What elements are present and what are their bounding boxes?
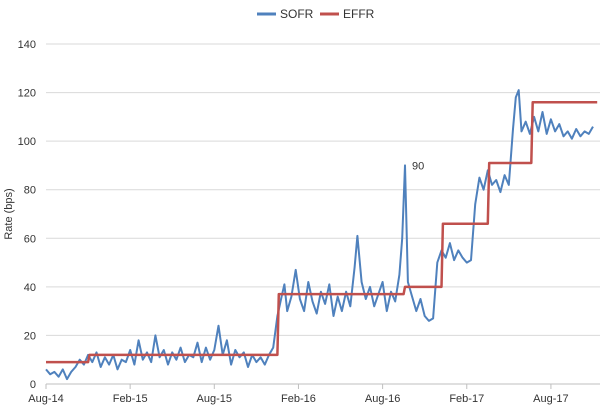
y-tick-label-140: 140	[18, 39, 36, 51]
x-tick-label-4: Aug-16	[365, 393, 400, 405]
x-tick-label-6: Aug-17	[533, 393, 568, 405]
x-tick-label-1: Feb-15	[113, 393, 148, 405]
series-line-sofr	[45, 89, 594, 381]
y-tick-label-60: 60	[24, 233, 36, 245]
y-tick-label-100: 100	[18, 136, 36, 148]
legend-label-effr: EFFR	[343, 7, 375, 21]
x-tick-label-2: Aug-15	[197, 393, 232, 405]
y-axis-ticks: 0 20 40 60 80 100 120 140	[18, 39, 36, 391]
x-tick-label-0: Aug-14	[28, 393, 63, 405]
legend: SOFR EFFR	[257, 7, 375, 21]
y-tick-label-80: 80	[24, 185, 36, 197]
y-tick-label-0: 0	[30, 379, 36, 391]
x-axis-ticks: Aug-14 Feb-15 Aug-15 Feb-16 Aug-16 Feb-17 Aug-…	[28, 384, 569, 405]
y-tick-label-20: 20	[24, 330, 36, 342]
y-axis-label: Rate (bps)	[3, 188, 15, 239]
x-tick-label-5: Feb-17	[449, 393, 484, 405]
annotation-label-0: 90	[412, 160, 424, 172]
legend-label-sofr: SOFR	[280, 7, 314, 21]
x-tick-label-3: Feb-16	[281, 393, 316, 405]
gridlines	[46, 43, 600, 385]
series-lines	[45, 89, 598, 381]
annotations: 90	[412, 160, 424, 172]
y-tick-label-120: 120	[18, 88, 36, 100]
y-tick-label-40: 40	[24, 282, 36, 294]
series-line-effr	[46, 101, 598, 364]
